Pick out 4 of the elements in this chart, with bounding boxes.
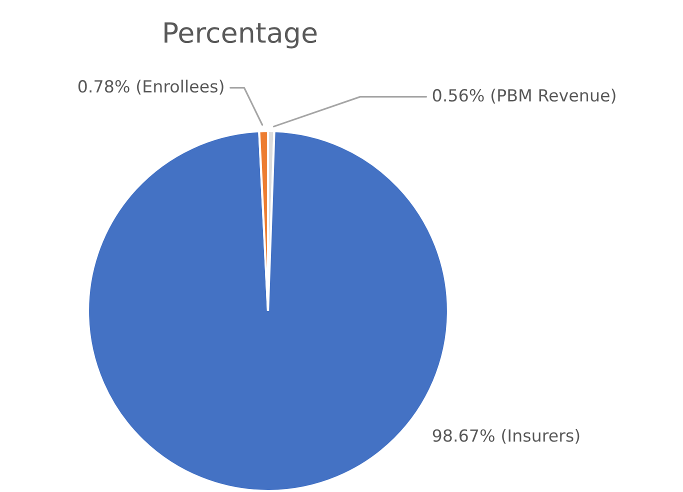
- slice-label: 98.67% (Insurers): [432, 428, 580, 444]
- slice-label: 0.56% (PBM Revenue): [432, 88, 616, 104]
- slice-label: 0.78% (Enrollees): [78, 80, 224, 95]
- chart-title: Percentage: [164, 22, 317, 48]
